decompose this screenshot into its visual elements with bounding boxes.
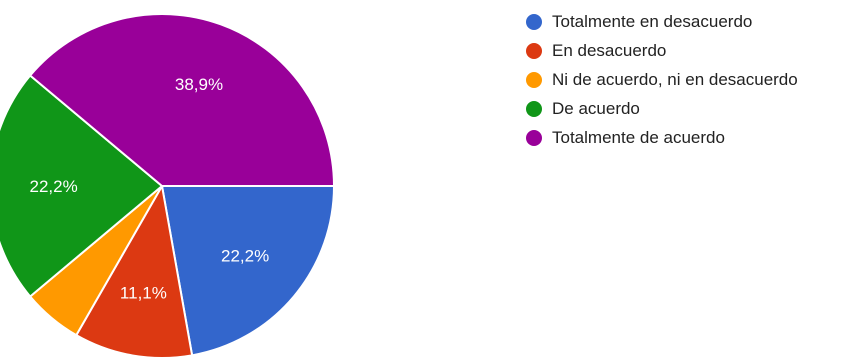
pie-labels: 22,2% 11,1% 22,2% 38,9%: [29, 75, 269, 303]
pie-slice: [0, 74, 164, 298]
legend-item: En desacuerdo: [526, 37, 798, 65]
slice-data-label: 38,9%: [175, 75, 223, 94]
legend-swatch-icon: [526, 101, 542, 117]
legend-label: En desacuerdo: [552, 41, 667, 60]
legend-swatch-icon: [526, 72, 542, 88]
slice-data-label: 22,2%: [29, 177, 77, 196]
legend-swatch-icon: [526, 14, 542, 30]
pie-slice: [160, 185, 336, 357]
legend-label: Totalmente en desacuerdo: [552, 12, 753, 31]
legend-swatch-icon: [526, 130, 542, 146]
legend-label: De acuerdo: [552, 99, 640, 118]
pie-slice: [74, 183, 194, 359]
slice-data-label: 22,2%: [221, 247, 269, 266]
pie-slices: [0, 12, 336, 359]
legend-label: Totalmente de acuerdo: [552, 128, 725, 147]
legend-item: Totalmente en desacuerdo: [526, 8, 798, 36]
legend-item: Ni de acuerdo, ni en desacuerdo: [526, 66, 798, 94]
legend: Totalmente en desacuerdo En desacuerdo Ni …: [526, 8, 798, 153]
slice-data-label: 11,1%: [120, 284, 167, 303]
legend-item: Totalmente de acuerdo: [526, 124, 798, 152]
legend-item: De acuerdo: [526, 95, 798, 123]
legend-swatch-icon: [526, 43, 542, 59]
pie-slice: [28, 12, 336, 187]
legend-label: Ni de acuerdo, ni en desacuerdo: [552, 70, 798, 89]
